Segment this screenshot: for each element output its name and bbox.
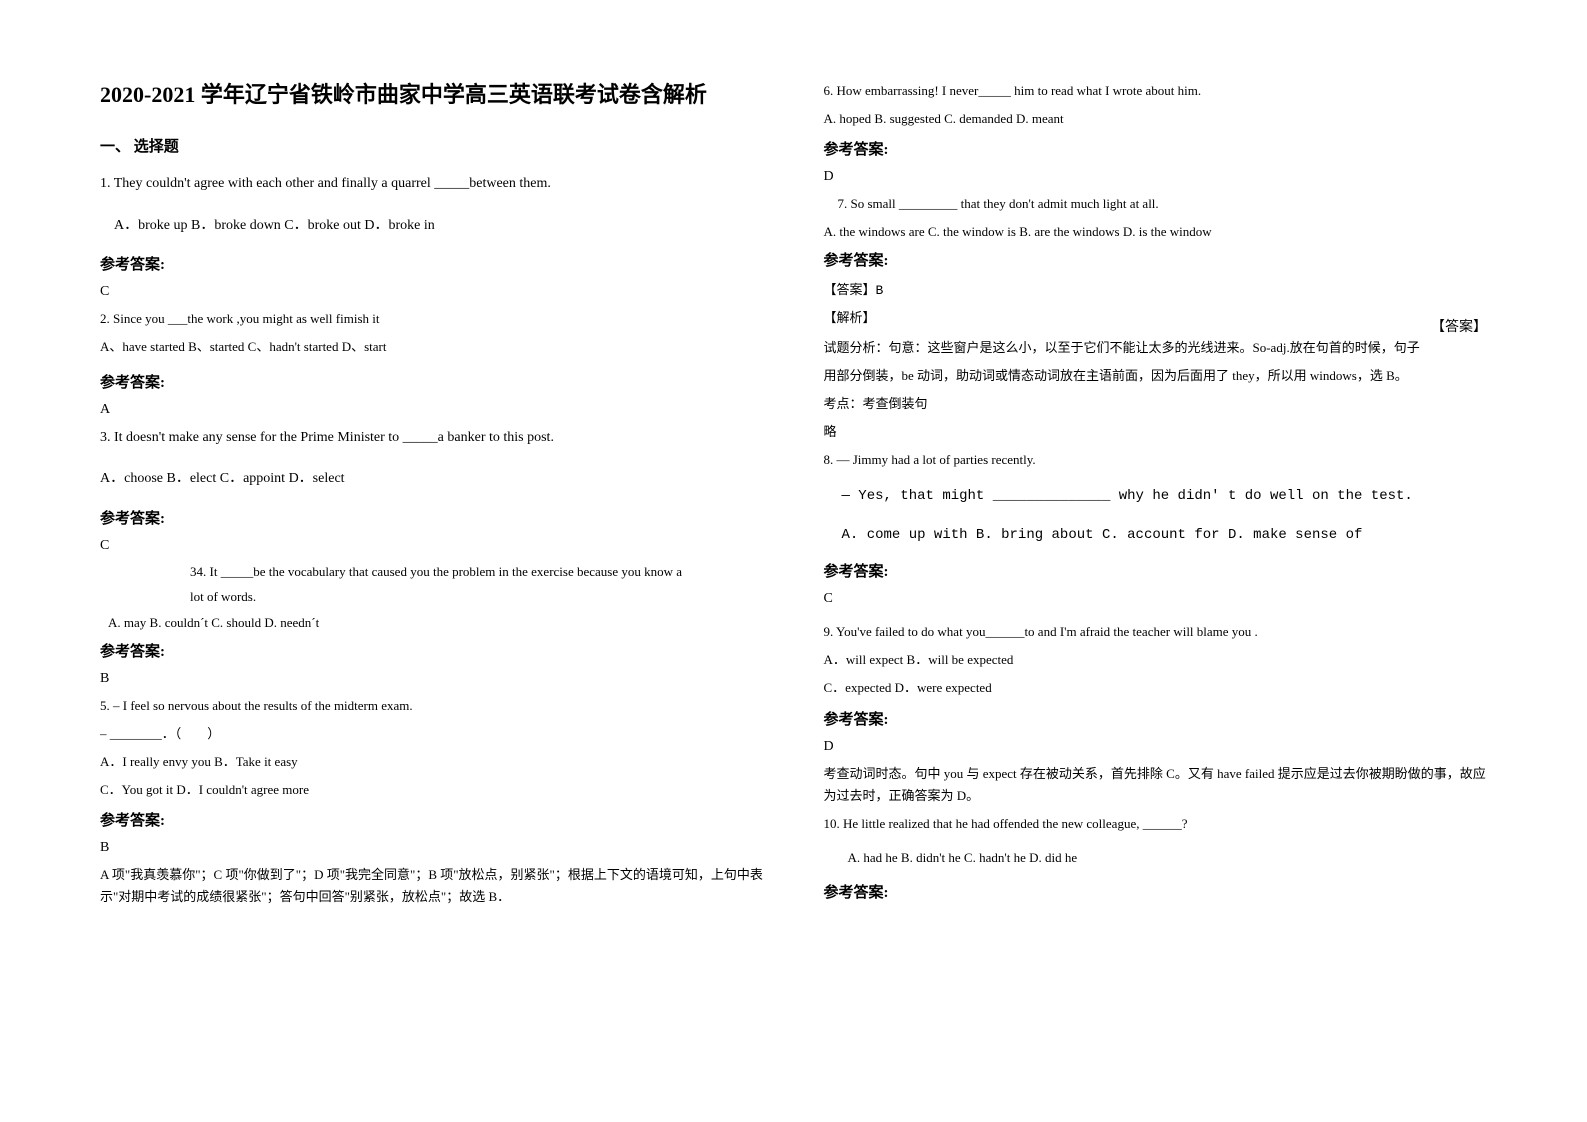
q5-explain: A 项"我真羡慕你"；C 项"你做到了"；D 项"我完全同意"；B 项"放松点，… xyxy=(100,864,764,908)
answer-label: 参考答案: xyxy=(824,708,1488,729)
q5-text: 5. – I feel so nervous about the results… xyxy=(100,695,764,717)
q3-text: 3. It doesn't make any sense for the Pri… xyxy=(100,426,764,450)
q8-answer: C xyxy=(824,591,1488,607)
q7-ans2: 【解析】 xyxy=(824,308,1488,330)
q9-answer: D xyxy=(824,739,1488,755)
q4-options: A. may B. couldn´t C. should D. needn´t xyxy=(100,612,764,634)
right-column: 6. How embarrassing! I never_____ him to… xyxy=(824,80,1488,914)
answer-label: 参考答案: xyxy=(100,253,764,274)
answer-label: 参考答案: xyxy=(824,138,1488,159)
q2-text: 2. Since you ___the work ,you might as w… xyxy=(100,308,764,330)
answer-label: 参考答案: xyxy=(824,881,1488,902)
q10-text: 10. He little realized that he had offen… xyxy=(824,813,1488,835)
section-header: 一、 选择题 xyxy=(100,135,764,156)
q6-answer: D xyxy=(824,169,1488,185)
q2-answer: A xyxy=(100,402,764,418)
answer-label: 参考答案: xyxy=(100,371,764,392)
q6-options: A. hoped B. suggested C. demanded D. mea… xyxy=(824,108,1488,130)
exam-title: 2020-2021 学年辽宁省铁岭市曲家中学高三英语联考试卷含解析 xyxy=(100,80,764,111)
q9-optA: A．will expect B．will be expected xyxy=(824,649,1488,671)
answer-label: 参考答案: xyxy=(824,560,1488,581)
q7-options: A. the windows are C. the window is B. a… xyxy=(824,221,1488,243)
q10-options: A. had he B. didn't he C. hadn't he D. d… xyxy=(824,847,1488,869)
q9-text: 9. You've failed to do what you______to … xyxy=(824,621,1488,643)
q7-explain3: 考点：考查倒装句 xyxy=(824,393,1488,415)
q9-explain: 考查动词时态。句中 you 与 expect 存在被动关系，首先排除 C。又有 … xyxy=(824,763,1488,807)
q7-explain1: 试题分析：句意：这些窗户是这么小，以至于它们不能让太多的光线进来。So-adj.… xyxy=(824,337,1488,359)
q5-optA: A．I really envy you B．Take it easy xyxy=(100,751,764,773)
q7-text: 7. So small _________ that they don't ad… xyxy=(824,193,1488,215)
q7-explain2: 用部分倒装，be 动词，助动词或情态动词放在主语前面，因为后面用了 they，所… xyxy=(824,365,1488,387)
q5-optC: C．You got it D．I couldn't agree more xyxy=(100,779,764,801)
q4-line1: 34. It _____be the vocabulary that cause… xyxy=(100,562,764,583)
left-column: 2020-2021 学年辽宁省铁岭市曲家中学高三英语联考试卷含解析 一、 选择题… xyxy=(100,80,764,914)
right-answer-tag: 【答案】 xyxy=(1431,316,1487,336)
q8-options: A. come up with B. bring about C. accoun… xyxy=(824,522,1488,549)
q3-answer: C xyxy=(100,538,764,554)
q5-answer: B xyxy=(100,840,764,856)
q1-options: A．broke up B．broke down C．broke out D．br… xyxy=(100,214,764,238)
q1-text: 1. They couldn't agree with each other a… xyxy=(100,172,764,196)
q1-answer: C xyxy=(100,284,764,300)
q8-text: 8. — Jimmy had a lot of parties recently… xyxy=(824,449,1488,471)
q2-options: A、have started B、started C、hadn't starte… xyxy=(100,336,764,358)
answer-label: 参考答案: xyxy=(100,809,764,830)
exam-page: 2020-2021 学年辽宁省铁岭市曲家中学高三英语联考试卷含解析 一、 选择题… xyxy=(0,0,1587,954)
answer-label: 参考答案: xyxy=(100,640,764,661)
q7-ans1: 【答案】B xyxy=(824,280,1488,302)
q6-text: 6. How embarrassing! I never_____ him to… xyxy=(824,80,1488,102)
q3-options: A．choose B．elect C．appoint D．select xyxy=(100,467,764,491)
q4-answer: B xyxy=(100,671,764,687)
q5-blank: – ________．（ ） xyxy=(100,723,764,745)
answer-label: 参考答案: xyxy=(824,249,1488,270)
q9-optC: C．expected D．were expected xyxy=(824,677,1488,699)
answer-label: 参考答案: xyxy=(100,507,764,528)
q4-line2: lot of words. xyxy=(100,587,764,608)
q8-line2: — Yes, that might ______________ why he … xyxy=(824,483,1488,510)
q7-lue: 略 xyxy=(824,421,1488,443)
